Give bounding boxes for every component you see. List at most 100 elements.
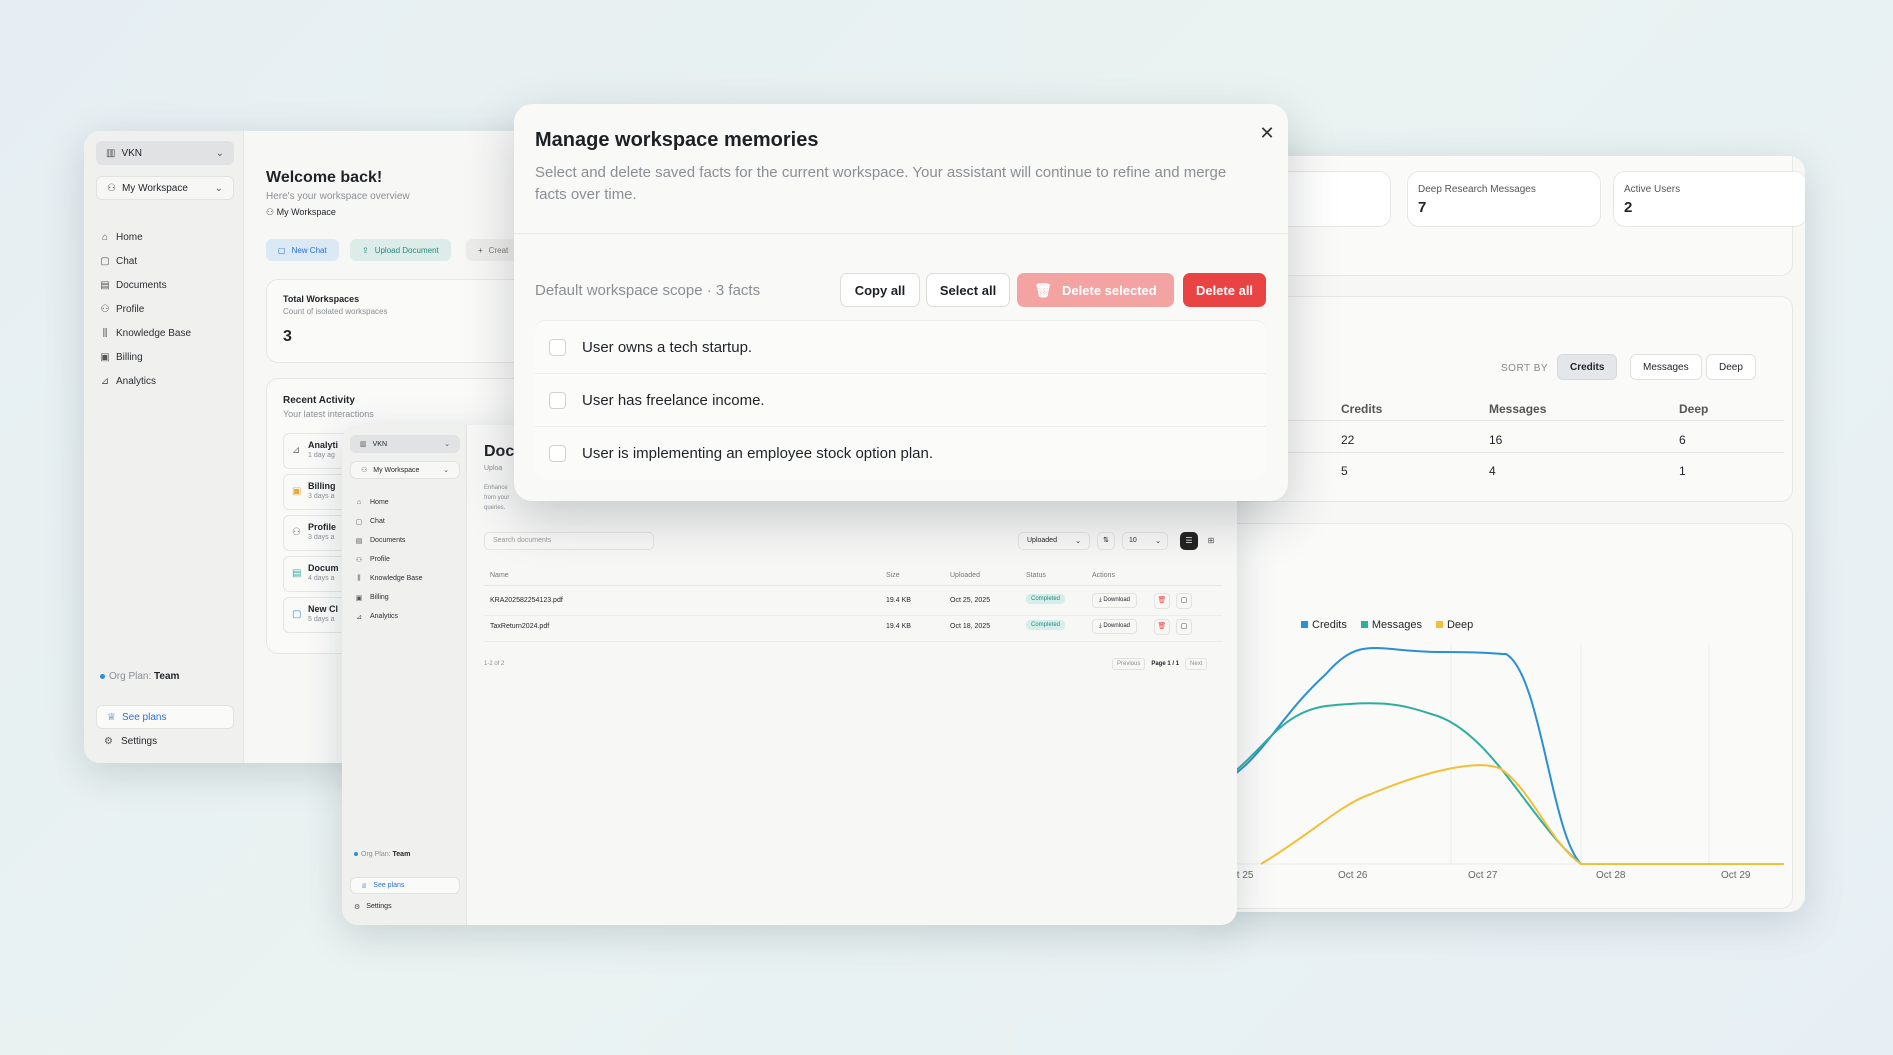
grid-view-button[interactable]: ⊞: [1202, 532, 1220, 550]
activity-list: ⊿ Analyti 1 day ag ▣ Billing 3 days a ⚇ …: [283, 433, 353, 633]
gear-icon: ⚙: [354, 904, 361, 911]
workspace-selector[interactable]: ⚇ My Workspace ⌄: [96, 176, 234, 200]
delete-button[interactable]: 🗑: [1154, 619, 1170, 635]
table-row[interactable]: TaxReturn2024.pdf 19.4 KB Oct 18, 2025 C…: [484, 617, 1222, 639]
chart-legend: Credits Messages Deep: [1301, 619, 1473, 631]
fact-text: User has freelance income.: [582, 391, 765, 409]
chart-icon: ⊿: [356, 613, 362, 621]
chat-doc-button[interactable]: ▢: [1176, 619, 1192, 635]
sidebar: ▥ VKN ⌄ ⚇ My Workspace ⌄ ⌂ Home ▢ Chat ▤ Do…: [84, 131, 244, 763]
list-icon: ☰: [1185, 536, 1193, 545]
sidebar-item-billing[interactable]: ▣ Billing: [100, 351, 143, 363]
org-plan: Org Plan: Team: [100, 671, 179, 682]
delete-selected-button[interactable]: 🗑 Delete selected: [1017, 273, 1174, 307]
sidebar-item-chat[interactable]: ▢ Chat: [355, 518, 385, 526]
previous-button[interactable]: Previous: [1112, 658, 1146, 670]
sort-deep-button[interactable]: Deep: [1706, 354, 1756, 380]
delete-all-button[interactable]: Delete all: [1183, 273, 1266, 307]
user-icon: ⚇: [361, 467, 368, 474]
cell: 5: [1341, 464, 1348, 478]
library-icon: ⫼: [357, 574, 361, 582]
sidebar-item-home[interactable]: ⌂ Home: [101, 231, 143, 243]
fact-checkbox[interactable]: [549, 391, 566, 409]
delete-button[interactable]: 🗑: [1154, 593, 1170, 609]
settings-link[interactable]: ⚙ Settings: [354, 903, 392, 911]
fact-checkbox[interactable]: [549, 445, 566, 462]
workspace-badge: ⚇ My Workspace: [266, 207, 336, 217]
see-plans-button[interactable]: ♕ See plans: [96, 705, 234, 729]
x-tick: Oct 27: [1468, 870, 1498, 881]
col-header-messages: Messages: [1489, 402, 1547, 416]
sidebar-item-profile[interactable]: ⚇ Profile: [100, 303, 145, 315]
sort-credits-button[interactable]: Credits: [1557, 354, 1618, 380]
org-selector[interactable]: ▥ VKN ⌄: [96, 141, 234, 165]
close-button[interactable]: ✕: [1255, 121, 1279, 145]
stat-value: 7: [1418, 199, 1427, 216]
sort-messages-button[interactable]: Messages: [1630, 354, 1702, 380]
sidebar-item-profile[interactable]: ⚇ Profile: [355, 556, 390, 564]
sort-direction-button[interactable]: ⇅: [1097, 532, 1115, 550]
create-button[interactable]: + Creat: [466, 239, 521, 261]
org-plan: Org Plan: Team: [354, 851, 410, 858]
org-selector[interactable]: ▥ VKN ⌄: [350, 435, 460, 453]
chat-icon: ▢: [278, 245, 286, 255]
list-item[interactable]: User owns a tech startup.: [535, 321, 1266, 374]
grid-icon: ⊞: [1207, 536, 1215, 545]
fact-checkbox[interactable]: [549, 338, 566, 356]
sidebar-item-home[interactable]: ⌂ Home: [354, 493, 423, 512]
document-icon: ▤: [100, 279, 110, 291]
close-icon: ✕: [1259, 123, 1275, 143]
sidebar-item-analytics[interactable]: ⊿ Analytics: [354, 607, 423, 626]
legend-deep: Deep: [1435, 619, 1473, 631]
stat-label: Active Users: [1624, 184, 1681, 195]
chat-icon: ▢: [1180, 623, 1188, 630]
activity-subtitle: Your latest interactions: [283, 409, 374, 419]
new-chat-button[interactable]: ▢ New Chat: [266, 239, 339, 261]
usage-chart-panel: Credits Messages Deep Oct 25 Oct 26 Oct …: [1210, 523, 1793, 909]
upload-document-button[interactable]: ⇪ Upload Document: [350, 239, 451, 261]
crown-icon: ♕: [107, 711, 116, 723]
workspace-selector[interactable]: ⚇ My Workspace ⌄: [350, 461, 460, 479]
chat-doc-button[interactable]: ▢: [1176, 593, 1192, 609]
table-row[interactable]: KRA202582254123.pdf 19.4 KB Oct 25, 2025…: [484, 591, 1222, 613]
download-button[interactable]: ⤓ Download: [1092, 619, 1138, 634]
cell: 22: [1341, 433, 1355, 447]
stat-title: Total Workspaces: [283, 294, 360, 304]
sidebar-item-knowledge-base[interactable]: ⫼ Knowledge Base: [100, 321, 191, 345]
building-icon: ▥: [106, 147, 116, 159]
pagination: Previous Page 1 / 1 Next: [1112, 658, 1208, 670]
sidebar-item-analytics[interactable]: ⊿ Analytics: [100, 375, 157, 387]
cell: 1: [1679, 464, 1686, 478]
sidebar-item-knowledge-base[interactable]: ⫼ Knowledge Base: [354, 569, 422, 588]
gear-icon: ⚙: [104, 736, 113, 747]
manage-memories-dialog: Manage workspace memories ✕ Select and d…: [514, 104, 1288, 501]
search-input[interactable]: Search documents: [484, 532, 654, 550]
page-subtitle: Uploa: [484, 465, 503, 472]
sidebar-item-documents[interactable]: ▤ Documents: [355, 537, 406, 545]
list-item[interactable]: User is implementing an employee stock o…: [535, 427, 1266, 480]
status-badge: Completed: [1026, 594, 1066, 604]
chevron-down-icon: ⌄: [1075, 538, 1081, 545]
home-icon: ⌂: [101, 231, 109, 243]
sidebar-item-chat[interactable]: ▢ Chat: [100, 255, 138, 267]
copy-all-button[interactable]: Copy all: [840, 273, 920, 307]
sort-arrows-icon: ⇅: [1103, 537, 1109, 544]
documents-window: ▥ VKN ⌄ ⚇ My Workspace ⌄ ⌂ Home ▢ Chat ▤ Do…: [342, 425, 1237, 925]
page-size-select[interactable]: 10 ⌄: [1122, 532, 1168, 550]
list-view-button[interactable]: ☰: [1180, 532, 1198, 550]
x-tick: Oct 26: [1338, 870, 1368, 881]
user-icon: ⚇: [355, 556, 363, 564]
download-button[interactable]: ⤓ Download: [1092, 593, 1138, 608]
chat-icon: ▢: [355, 518, 363, 526]
sidebar-item-billing[interactable]: ▣ Billing: [355, 594, 389, 602]
fact-text: User owns a tech startup.: [582, 338, 753, 356]
settings-link[interactable]: ⚙ Settings: [104, 736, 158, 747]
see-plans-button[interactable]: ♕ See plans: [350, 877, 460, 894]
list-item[interactable]: User has freelance income.: [535, 374, 1266, 427]
usage-table-panel: SORT BY Credits Messages Deep Credits Me…: [1210, 296, 1793, 502]
plus-icon: +: [478, 245, 483, 255]
sidebar-item-documents[interactable]: ▤ Documents: [100, 279, 167, 291]
select-all-button[interactable]: Select all: [926, 273, 1010, 307]
next-button[interactable]: Next: [1185, 658, 1208, 670]
sort-select[interactable]: Uploaded ⌄: [1018, 532, 1090, 550]
